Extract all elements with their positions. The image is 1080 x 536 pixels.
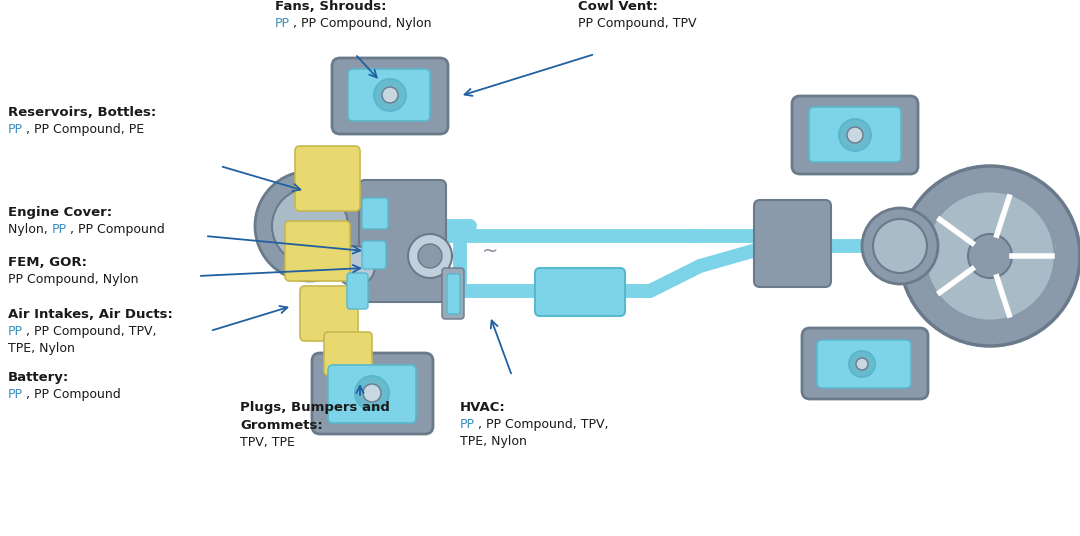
Circle shape xyxy=(272,188,348,264)
Text: Fans, Shrouds:: Fans, Shrouds: xyxy=(275,0,387,13)
Text: , PP Compound, Nylon: , PP Compound, Nylon xyxy=(293,17,432,30)
FancyBboxPatch shape xyxy=(285,221,350,281)
Circle shape xyxy=(856,358,868,370)
FancyBboxPatch shape xyxy=(362,241,386,269)
FancyBboxPatch shape xyxy=(447,274,460,314)
FancyBboxPatch shape xyxy=(300,286,357,341)
Circle shape xyxy=(839,119,870,151)
Circle shape xyxy=(363,384,381,402)
Text: , PP Compound, TPV,: , PP Compound, TPV, xyxy=(478,418,608,431)
Text: Plugs, Bumpers and: Plugs, Bumpers and xyxy=(240,401,390,414)
FancyBboxPatch shape xyxy=(442,268,464,319)
Circle shape xyxy=(968,234,1012,278)
FancyBboxPatch shape xyxy=(535,268,625,316)
Circle shape xyxy=(418,244,442,268)
FancyBboxPatch shape xyxy=(348,69,430,121)
Text: PP: PP xyxy=(8,123,23,136)
Text: PP: PP xyxy=(460,418,475,431)
FancyBboxPatch shape xyxy=(802,328,928,399)
Text: Nylon,: Nylon, xyxy=(8,223,52,236)
Text: PP: PP xyxy=(275,17,291,30)
FancyBboxPatch shape xyxy=(328,365,416,423)
Text: TPE, Nylon: TPE, Nylon xyxy=(460,435,527,448)
FancyBboxPatch shape xyxy=(359,180,446,302)
FancyBboxPatch shape xyxy=(792,96,918,174)
Text: Cowl Vent:: Cowl Vent: xyxy=(578,0,658,13)
Circle shape xyxy=(847,127,863,143)
Text: PP: PP xyxy=(52,223,67,236)
Circle shape xyxy=(374,79,406,111)
Circle shape xyxy=(873,219,927,273)
Circle shape xyxy=(862,208,939,284)
Circle shape xyxy=(849,351,875,377)
FancyBboxPatch shape xyxy=(324,332,372,375)
Text: Reservoirs, Bottles:: Reservoirs, Bottles: xyxy=(8,106,157,119)
Text: PP: PP xyxy=(8,325,23,338)
Text: Engine Cover:: Engine Cover: xyxy=(8,206,112,219)
Text: , PP Compound: , PP Compound xyxy=(70,223,165,236)
Circle shape xyxy=(335,246,375,286)
FancyBboxPatch shape xyxy=(332,58,448,134)
FancyBboxPatch shape xyxy=(362,198,388,229)
Text: , PP Compound, TPV,: , PP Compound, TPV, xyxy=(26,325,157,338)
Text: Grommets:: Grommets: xyxy=(240,419,323,432)
FancyBboxPatch shape xyxy=(816,340,912,388)
Text: PP Compound, Nylon: PP Compound, Nylon xyxy=(8,273,138,286)
Text: HVAC:: HVAC: xyxy=(460,401,505,414)
Text: Air Intakes, Air Ducts:: Air Intakes, Air Ducts: xyxy=(8,308,173,321)
Text: Battery:: Battery: xyxy=(8,371,69,384)
Text: FEM, GOR:: FEM, GOR: xyxy=(8,256,87,269)
Text: , PP Compound, PE: , PP Compound, PE xyxy=(26,123,144,136)
FancyBboxPatch shape xyxy=(295,146,360,211)
Text: TPV, TPE: TPV, TPE xyxy=(240,436,295,449)
FancyBboxPatch shape xyxy=(347,273,368,309)
Text: ~: ~ xyxy=(482,242,498,260)
Text: PP Compound, TPV: PP Compound, TPV xyxy=(578,17,697,30)
FancyBboxPatch shape xyxy=(809,107,901,162)
Circle shape xyxy=(382,87,399,103)
Circle shape xyxy=(355,376,389,410)
Circle shape xyxy=(408,234,453,278)
Circle shape xyxy=(255,171,365,281)
FancyBboxPatch shape xyxy=(754,200,831,287)
Circle shape xyxy=(924,191,1055,321)
Text: PP: PP xyxy=(8,388,23,401)
Text: TPE, Nylon: TPE, Nylon xyxy=(8,342,75,355)
Text: , PP Compound: , PP Compound xyxy=(26,388,121,401)
FancyBboxPatch shape xyxy=(312,353,433,434)
Circle shape xyxy=(900,166,1080,346)
